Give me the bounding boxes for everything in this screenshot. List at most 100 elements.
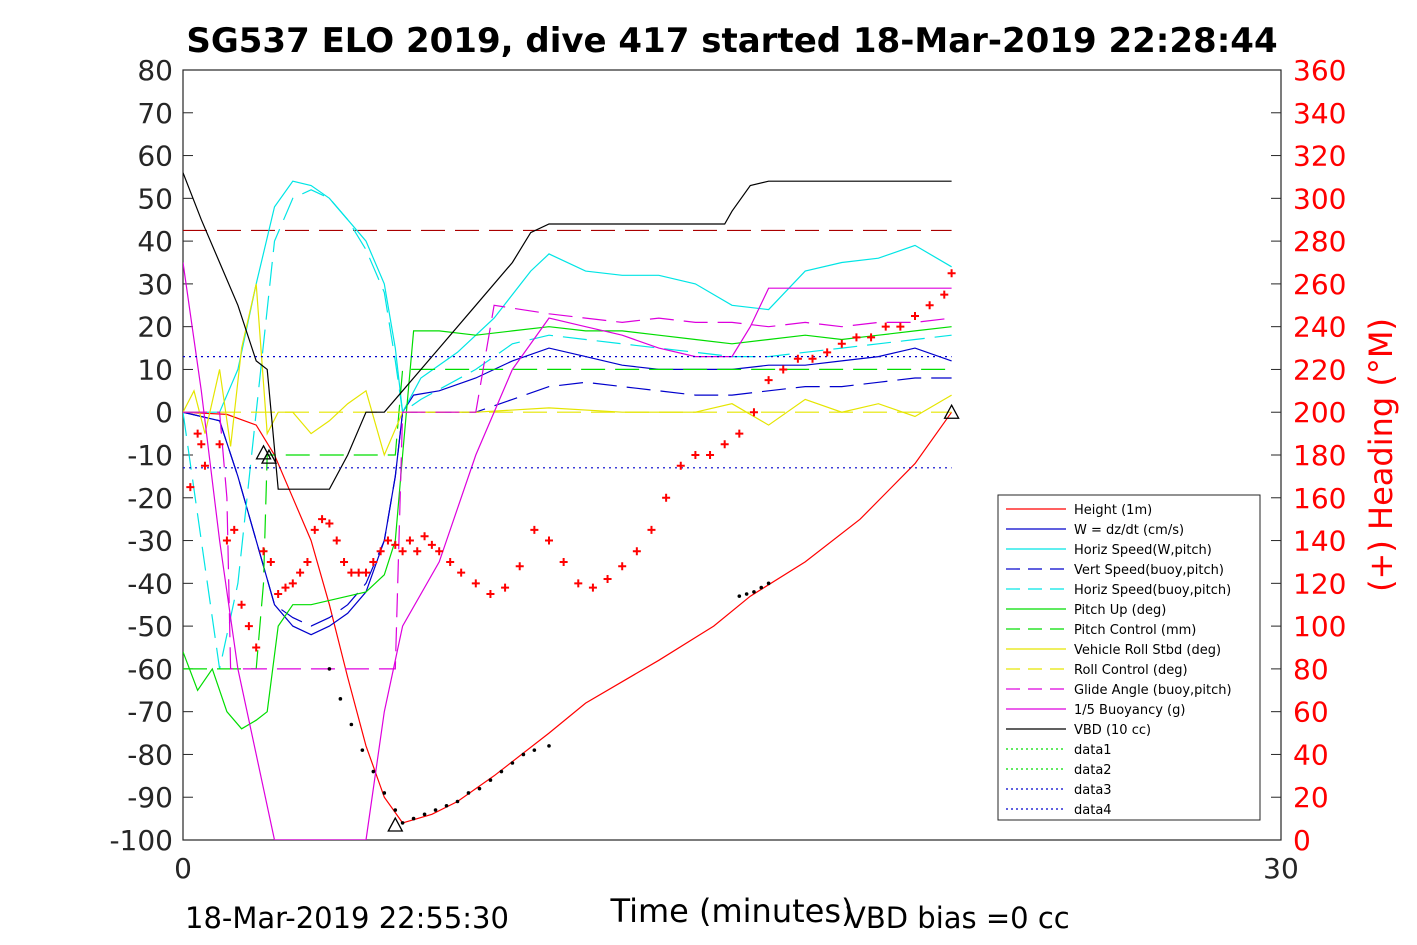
- heading-point: [779, 365, 788, 374]
- heading-point: [662, 493, 671, 502]
- heading-point: [808, 354, 817, 363]
- legend-label: Vert Speed(buoy,pitch): [1074, 563, 1224, 578]
- heading-point: [735, 429, 744, 438]
- x-axis-label: Time (minutes): [610, 892, 854, 930]
- height-sample-dot: [466, 791, 471, 795]
- heading-point: [911, 311, 919, 320]
- y-tick-label: 40: [137, 225, 173, 258]
- y-tick-label: 60: [137, 140, 173, 173]
- chart-title: SG537 ELO 2019, dive 417 started 18-Mar-…: [186, 21, 1277, 61]
- heading-point: [764, 376, 773, 385]
- heading-point: [632, 547, 641, 556]
- heading-point: [244, 622, 253, 631]
- y-tick-label: 10: [137, 353, 173, 386]
- heading-point: [369, 557, 378, 566]
- plot-layer: 80706050403020100-10-20-30-40-50-60-70-8…: [109, 54, 1346, 885]
- footer-vbd-bias: VBD bias =0 cc: [846, 901, 1070, 935]
- y-tick-label: -60: [127, 653, 173, 686]
- heading-point: [281, 583, 290, 592]
- heading-point: [383, 536, 392, 545]
- height-sample-dot: [393, 808, 398, 812]
- height-sample-dot: [477, 786, 482, 791]
- series-line-5: [183, 326, 952, 730]
- legend-label: Roll Control (deg): [1074, 663, 1188, 678]
- heading-point: [413, 547, 422, 556]
- heading-point: [274, 590, 283, 599]
- height-sample-dot: [759, 585, 764, 590]
- right-tick-label: 200: [1293, 396, 1346, 429]
- height-sample-dot: [752, 590, 756, 594]
- x-tick-label: 30: [1263, 852, 1299, 885]
- heading-point: [471, 579, 480, 588]
- right-tick-label: 80: [1293, 653, 1329, 686]
- right-tick-label: 320: [1293, 140, 1346, 173]
- heading-point: [354, 568, 363, 577]
- y-tick-label: -30: [127, 525, 173, 558]
- right-tick-label: 260: [1293, 268, 1346, 301]
- right-tick-label: 100: [1293, 610, 1346, 643]
- heading-point: [618, 562, 627, 571]
- triangle-marker: [260, 448, 278, 464]
- heading-point: [266, 557, 275, 566]
- heading-point: [457, 568, 466, 577]
- heading-point: [647, 525, 656, 534]
- heading-point: [435, 547, 444, 556]
- y-tick-label: -100: [109, 824, 173, 857]
- heading-point: [215, 440, 224, 449]
- heading-point: [559, 557, 568, 566]
- height-sample-dot: [400, 821, 405, 825]
- right-tick-label: 340: [1293, 97, 1346, 130]
- right-tick-label: 300: [1293, 182, 1346, 215]
- heading-point: [837, 339, 846, 348]
- height-sample-dot: [444, 803, 449, 808]
- heading-point: [852, 333, 861, 342]
- right-tick-label: 140: [1293, 525, 1346, 558]
- y-tick-label: -20: [127, 482, 173, 515]
- height-sample-dot: [547, 744, 551, 748]
- triangle-marker: [387, 816, 404, 832]
- y-tick-label: -90: [127, 781, 173, 814]
- right-tick-label: 180: [1293, 439, 1346, 472]
- legend-label: Vehicle Roll Stbd (deg): [1074, 643, 1221, 658]
- height-sample-dot: [382, 791, 387, 795]
- heading-point: [186, 483, 195, 492]
- right-tick-label: 220: [1293, 353, 1346, 386]
- heading-point: [310, 525, 319, 534]
- height-sample-dot: [510, 761, 515, 765]
- heading-point: [515, 562, 524, 571]
- right-tick-label: 160: [1293, 482, 1346, 515]
- heading-point: [676, 461, 685, 470]
- legend-label: data1: [1074, 743, 1112, 758]
- heading-point: [398, 547, 407, 556]
- y-tick-label: 0: [155, 396, 173, 429]
- y-tick-label: -70: [127, 696, 173, 729]
- legend-label: Horiz Speed(buoy,pitch): [1074, 583, 1231, 598]
- heading-point: [867, 333, 876, 342]
- series-line-10: [183, 262, 952, 840]
- heading-point: [376, 547, 385, 556]
- heading-point: [706, 451, 715, 459]
- legend-label: data3: [1074, 783, 1112, 798]
- heading-point: [325, 519, 334, 528]
- heading-point: [332, 536, 341, 545]
- legend-label: W = dz/dt (cm/s): [1074, 523, 1184, 538]
- y-tick-label: 80: [137, 54, 173, 87]
- legend-label: Height (1m): [1074, 503, 1152, 518]
- right-tick-label: 280: [1293, 225, 1346, 258]
- y-tick-label: 50: [137, 182, 173, 215]
- heading-point: [200, 461, 209, 470]
- heading-point: [362, 568, 370, 577]
- heading-point: [296, 568, 305, 577]
- heading-point: [347, 568, 356, 577]
- heading-point: [486, 590, 495, 599]
- right-tick-label: 20: [1293, 781, 1329, 814]
- heading-point: [222, 536, 231, 545]
- heading-point: [947, 269, 956, 278]
- height-sample-dot: [360, 748, 365, 752]
- heading-point: [720, 440, 729, 449]
- x-tick-label: 0: [174, 852, 192, 885]
- heading-point: [303, 557, 312, 566]
- y-tick-label: -80: [127, 738, 173, 771]
- height-sample-dot: [411, 816, 416, 821]
